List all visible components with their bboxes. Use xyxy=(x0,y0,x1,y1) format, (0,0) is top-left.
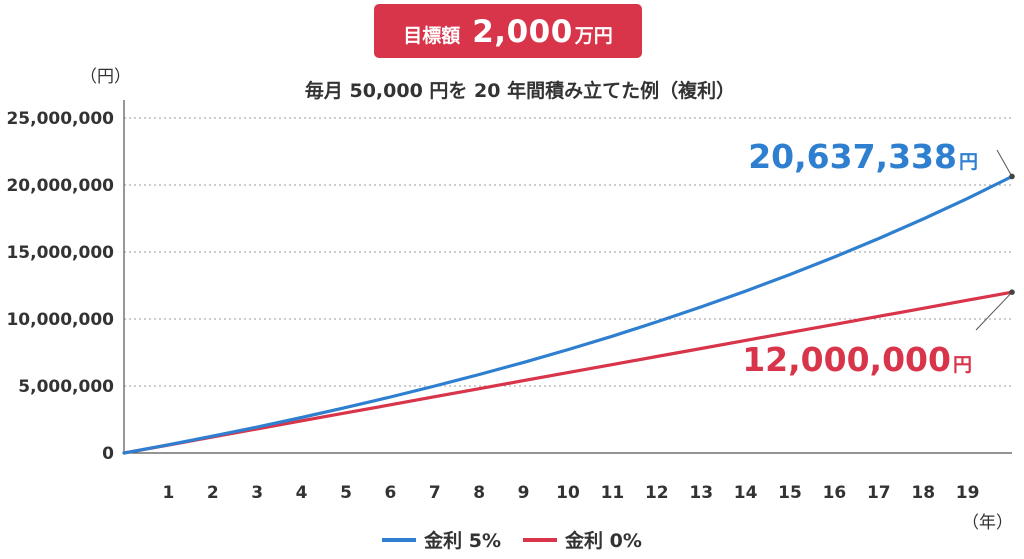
legend-swatch-5pct xyxy=(382,537,417,542)
series-line-0pct xyxy=(122,290,1014,455)
x-tick-label: 2 xyxy=(207,483,219,503)
x-tick-label: 14 xyxy=(734,483,758,503)
badge-prefix: 目標額 xyxy=(403,25,461,47)
y-axis-unit-label: （円） xyxy=(80,67,131,87)
end-point-0pct xyxy=(1009,289,1015,296)
x-tick-label: 13 xyxy=(689,483,713,503)
x-tick-label: 16 xyxy=(823,483,847,503)
badge-amount: 2,000 xyxy=(472,14,573,50)
y-tick-label: 10,000,000 xyxy=(6,310,114,330)
end-value-label-0pct: 12,000,000 円 xyxy=(742,340,972,379)
x-tick-label: 18 xyxy=(911,483,935,503)
x-tick-label: 6 xyxy=(384,483,396,503)
legend-item-5pct: 金利 5% xyxy=(382,526,501,553)
y-tick-label: 5,000,000 xyxy=(18,377,114,397)
legend-label-0pct: 金利 0% xyxy=(565,530,642,552)
legend-swatch-0pct xyxy=(523,537,557,542)
series-line-5pct xyxy=(122,174,1014,455)
end-value-label-5pct: 20,637,338 円 xyxy=(748,137,978,176)
y-tick-label: 20,000,000 xyxy=(6,176,114,196)
badge-unit: 万円 xyxy=(574,25,613,47)
x-tick-label: 4 xyxy=(296,483,308,503)
y-tick-label: 0 xyxy=(102,444,114,464)
x-tick-label: 9 xyxy=(518,483,530,503)
x-tick-label: 10 xyxy=(556,483,580,503)
x-tick-label: 15 xyxy=(778,483,802,503)
chart-legend: 金利 5% 金利 0% xyxy=(0,526,1024,553)
end-point-5pct xyxy=(1009,173,1015,180)
x-axis-unit-label: （年） xyxy=(962,513,1013,533)
legend-item-0pct: 金利 0% xyxy=(523,526,642,553)
x-tick-label: 3 xyxy=(251,483,263,503)
leader-line-0pct xyxy=(975,291,1013,331)
y-tick-label: 25,000,000 xyxy=(6,109,114,129)
x-tick-label: 7 xyxy=(429,483,441,503)
y-tick-label: 15,000,000 xyxy=(6,243,114,263)
x-tick-label: 5 xyxy=(340,483,352,503)
x-tick-label: 8 xyxy=(473,483,485,503)
x-tick-label: 1 xyxy=(162,483,174,503)
legend-label-5pct: 金利 5% xyxy=(424,530,501,552)
x-tick-label: 12 xyxy=(645,483,669,503)
x-tick-label: 11 xyxy=(601,483,625,503)
x-tick-label: 19 xyxy=(956,483,980,503)
target-amount-badge: 目標額 2,000 万円 xyxy=(374,4,642,58)
chart-title: 毎月 50,000 円を 20 年間積み立てた例（複利） xyxy=(304,80,736,102)
x-tick-label: 17 xyxy=(867,483,891,503)
leader-line-5pct xyxy=(996,149,1013,177)
